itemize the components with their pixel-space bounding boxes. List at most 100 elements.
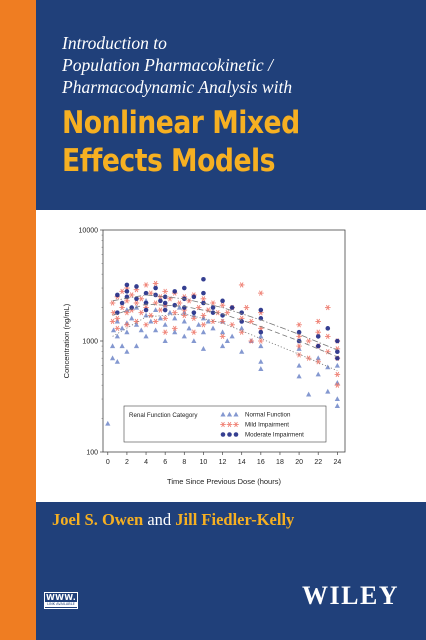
data-point-series-2 <box>162 294 168 300</box>
legend-marker <box>226 411 233 417</box>
data-point-series-1 <box>229 322 235 328</box>
subtitle-line: Population Pharmacokinetic / <box>62 55 273 75</box>
data-point-series-1 <box>138 310 145 316</box>
data-point-series-0 <box>306 391 312 397</box>
data-point-series-0 <box>325 364 331 370</box>
data-point-series-0 <box>162 321 168 327</box>
data-point-series-0 <box>325 388 331 394</box>
x-axis-label: Time Since Previous Dose (hours) <box>167 477 281 486</box>
data-point-series-1 <box>334 382 341 388</box>
book-authors: Joel S. Owen and Jill Fiedler-Kelly <box>52 510 294 530</box>
data-point-series-1 <box>162 288 168 295</box>
legend-entry-label: Moderate Impairment <box>245 432 304 439</box>
data-point-series-1 <box>152 318 159 325</box>
data-point-series-2 <box>182 285 187 291</box>
data-point-series-0 <box>315 371 321 377</box>
data-point-series-2 <box>335 355 340 361</box>
data-point-series-1 <box>109 300 116 306</box>
data-point-series-0 <box>239 325 245 331</box>
data-point-series-1 <box>114 325 121 332</box>
legend-entry-label: Mild Impairment <box>245 422 289 429</box>
data-point-series-2 <box>172 302 178 308</box>
data-point-series-1 <box>305 338 312 344</box>
data-point-series-0 <box>172 315 178 321</box>
legend-marker <box>220 411 226 417</box>
data-point-series-0 <box>200 329 207 335</box>
data-point-series-0 <box>296 373 302 379</box>
data-point-series-1 <box>248 338 255 344</box>
title-line: Effects Models <box>62 143 276 179</box>
data-point-series-0 <box>124 320 130 326</box>
data-point-series-2 <box>129 305 134 310</box>
data-point-series-0 <box>229 333 235 339</box>
author-conjunction: and <box>147 510 172 529</box>
data-point-series-0 <box>315 355 321 361</box>
data-point-series-1 <box>324 304 331 311</box>
data-point-series-0 <box>162 338 168 343</box>
data-point-series-1 <box>143 322 149 328</box>
data-point-series-0 <box>114 358 120 364</box>
data-point-series-0 <box>109 355 116 361</box>
x-tick-label: 8 <box>182 459 186 466</box>
x-tick-label: 4 <box>144 459 148 466</box>
legend-marker <box>220 421 226 428</box>
data-point-series-0 <box>143 312 149 318</box>
data-point-series-0 <box>296 362 302 368</box>
data-point-series-1 <box>219 333 226 340</box>
data-point-series-0 <box>205 318 211 324</box>
data-point-series-0 <box>196 321 202 327</box>
data-point-series-1 <box>162 315 168 321</box>
x-tick-label: 20 <box>295 459 303 466</box>
data-point-series-2 <box>296 329 302 335</box>
book-subtitle: Introduction to Population Pharmacokinet… <box>62 32 412 98</box>
data-point-series-1 <box>248 318 255 325</box>
data-point-series-2 <box>158 298 163 304</box>
data-point-series-1 <box>171 310 178 316</box>
data-point-series-0 <box>191 338 197 343</box>
data-point-series-0 <box>181 318 187 324</box>
data-point-series-2 <box>229 305 235 310</box>
data-point-series-1 <box>186 298 192 304</box>
data-point-series-0 <box>167 309 173 315</box>
data-point-series-0 <box>153 307 159 313</box>
legend-marker <box>220 432 226 437</box>
legend-box <box>123 405 327 443</box>
x-tick-label: 12 <box>219 459 227 466</box>
data-point-series-0 <box>258 366 264 371</box>
cover-spine-strip <box>0 0 36 640</box>
data-point-series-1 <box>210 318 216 325</box>
data-point-series-0 <box>219 329 226 335</box>
x-tick-label: 22 <box>314 459 322 466</box>
data-point-series-0 <box>200 346 207 351</box>
data-point-series-2 <box>124 289 130 294</box>
data-point-series-2 <box>220 298 225 304</box>
data-point-series-2 <box>153 292 158 298</box>
y-axis-label: Concentration (ng/mL) <box>62 303 71 378</box>
data-point-series-0 <box>172 329 178 335</box>
data-point-series-2 <box>191 294 197 300</box>
data-point-series-2 <box>258 307 264 313</box>
y-tick-label: 1000 <box>82 339 98 346</box>
data-point-series-1 <box>124 298 130 304</box>
x-tick-label: 0 <box>106 459 110 466</box>
legend-marker <box>233 432 239 437</box>
data-point-series-0 <box>334 380 340 385</box>
data-point-series-1 <box>296 333 302 340</box>
x-tick-label: 18 <box>276 459 284 466</box>
x-tick-label: 14 <box>238 459 246 466</box>
data-point-series-1 <box>238 329 245 335</box>
data-point-series-0 <box>109 343 116 349</box>
x-tick-label: 16 <box>257 459 265 466</box>
data-point-series-1 <box>128 292 135 298</box>
data-point-series-0 <box>133 343 140 349</box>
data-point-series-1 <box>157 307 164 313</box>
data-point-series-1 <box>219 302 226 308</box>
x-tick-label: 10 <box>200 459 208 466</box>
y-tick-label: 10000 <box>79 228 99 235</box>
data-point-series-0 <box>176 304 183 310</box>
data-point-series-1 <box>296 322 302 328</box>
data-point-series-1 <box>124 310 130 316</box>
data-point-series-2 <box>143 307 149 313</box>
data-point-series-0 <box>258 343 264 349</box>
subtitle-line: Pharmacodynamic Analysis with <box>62 77 293 97</box>
